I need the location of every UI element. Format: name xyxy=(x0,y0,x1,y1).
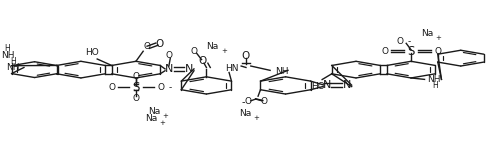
Text: Na: Na xyxy=(421,29,433,38)
Text: Na: Na xyxy=(206,42,219,51)
Text: O: O xyxy=(165,51,172,60)
Text: S: S xyxy=(132,81,140,94)
Text: +: + xyxy=(221,48,227,54)
Text: -: - xyxy=(407,37,410,46)
Text: N: N xyxy=(164,64,173,74)
Text: Na: Na xyxy=(239,109,251,118)
Text: O: O xyxy=(261,97,268,106)
Text: O: O xyxy=(434,47,441,56)
Text: S: S xyxy=(407,46,415,58)
Text: O: O xyxy=(381,47,388,56)
Text: -: - xyxy=(242,97,245,107)
Text: Na: Na xyxy=(148,107,160,116)
Text: NH: NH xyxy=(7,63,20,72)
Text: +: + xyxy=(435,35,441,41)
Text: O: O xyxy=(143,42,150,51)
Text: O: O xyxy=(132,94,140,103)
Text: O: O xyxy=(245,97,252,106)
Text: N: N xyxy=(323,80,331,90)
Text: O: O xyxy=(155,39,163,49)
Text: O: O xyxy=(397,37,404,46)
Text: O: O xyxy=(108,83,115,92)
Text: HO: HO xyxy=(85,48,99,57)
Text: N: N xyxy=(343,80,351,90)
Text: Na: Na xyxy=(144,114,157,123)
Text: O: O xyxy=(132,72,140,81)
Text: H: H xyxy=(10,57,16,66)
Text: H: H xyxy=(4,45,10,54)
Text: +: + xyxy=(159,120,165,126)
Text: O: O xyxy=(242,51,250,61)
Text: +: + xyxy=(253,115,259,121)
Text: HO: HO xyxy=(311,82,325,91)
Text: O: O xyxy=(199,56,207,66)
Text: N: N xyxy=(185,64,193,74)
Text: O: O xyxy=(158,83,164,92)
Text: H: H xyxy=(432,81,438,90)
Text: HN: HN xyxy=(225,64,238,73)
Text: NH: NH xyxy=(1,51,15,60)
Text: +: + xyxy=(163,113,168,119)
Text: O: O xyxy=(191,47,198,56)
Text: NH: NH xyxy=(427,75,441,84)
Text: -: - xyxy=(169,83,172,92)
Text: NH: NH xyxy=(275,67,289,76)
